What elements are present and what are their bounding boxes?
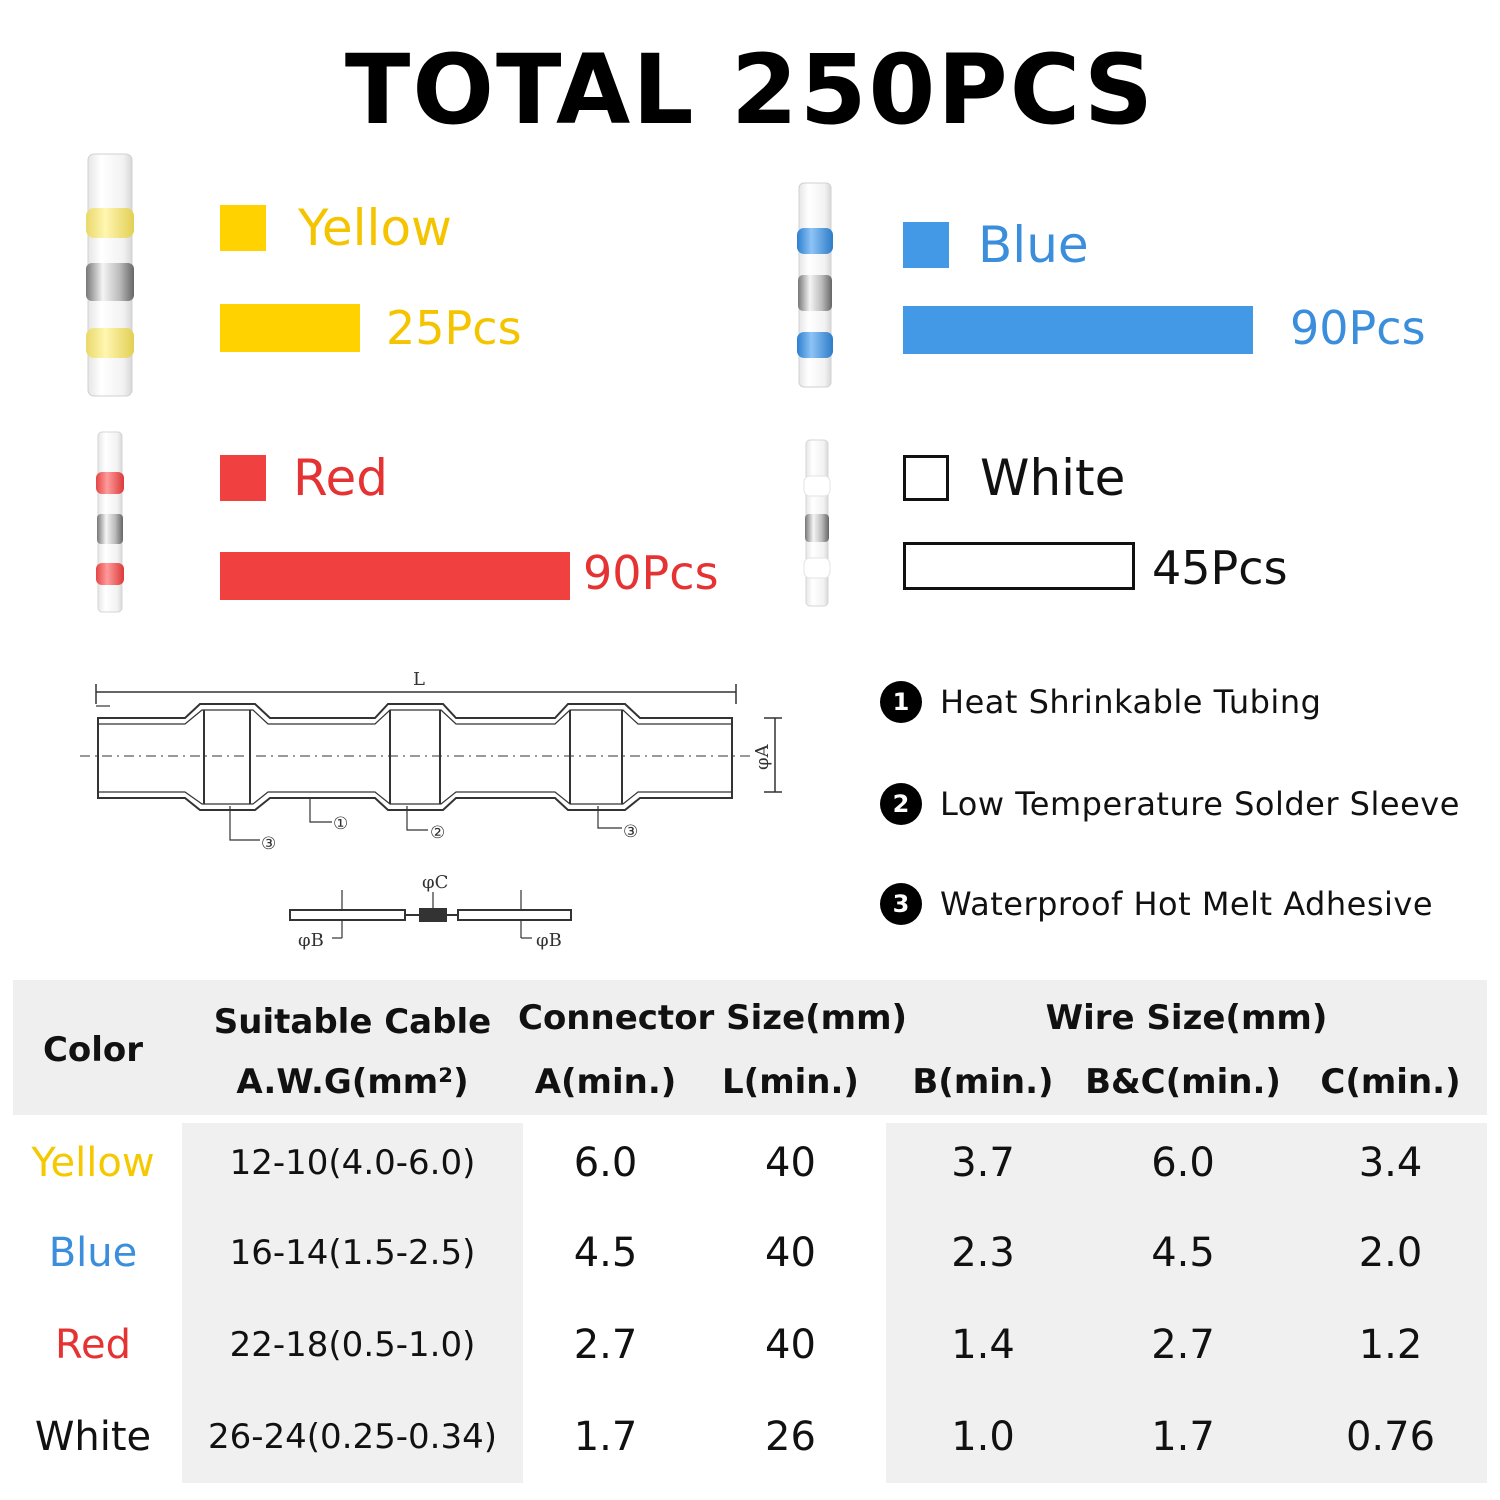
- row-yellow-l: 40: [765, 1140, 816, 1186]
- dimension-l-label: L: [413, 669, 425, 690]
- legend-item-heat-shrinkable-tubing: 1 Heat Shrinkable Tubing: [880, 680, 1321, 724]
- row-white-a: 1.7: [573, 1414, 638, 1460]
- row-red-cable: 22-18(0.5-1.0): [229, 1325, 476, 1365]
- dimension-b-left-label: φB: [298, 930, 324, 951]
- yellow-connector-image: [86, 153, 134, 397]
- row-blue-b: 2.3: [951, 1230, 1015, 1276]
- legend-text: Waterproof Hot Melt Adhesive: [940, 885, 1434, 923]
- white-count: 45Pcs: [1152, 541, 1288, 595]
- red-swatch: [220, 455, 266, 501]
- red-count: 90Pcs: [583, 546, 719, 600]
- legend-text: Heat Shrinkable Tubing: [940, 683, 1322, 721]
- yellow-swatch: [220, 205, 266, 251]
- row-blue-color: Blue: [48, 1230, 138, 1276]
- header-wire-size: Wire Size(mm): [1045, 998, 1328, 1038]
- red-connector-image: [96, 431, 124, 613]
- legend-item-hot-melt-adhesive: 3 Waterproof Hot Melt Adhesive: [880, 882, 1433, 926]
- legend-item-solder-sleeve: 2 Low Temperature Solder Sleeve: [880, 782, 1460, 826]
- row-red-b: 1.4: [951, 1322, 1015, 1368]
- white-label: White: [980, 449, 1126, 507]
- header-b-min: B(min.): [912, 1062, 1054, 1102]
- yellow-label: Yellow: [298, 199, 452, 257]
- row-white-color: White: [34, 1414, 152, 1460]
- white-swatch: [903, 455, 949, 501]
- connector-technical-drawing: L φA φC φB φB ③ ① ② ③: [80, 669, 782, 951]
- dimension-a-label: φA: [752, 743, 773, 770]
- row-yellow-a: 6.0: [573, 1140, 638, 1186]
- header-connector-size: Connector Size(mm): [518, 998, 908, 1038]
- row-white-b: 1.0: [951, 1414, 1015, 1460]
- dimension-b-right-label: φB: [536, 930, 562, 951]
- yellow-count-bar: [220, 304, 360, 352]
- row-white-bc: 1.7: [1151, 1414, 1215, 1460]
- callout-3-right: ③: [623, 822, 638, 842]
- row-blue-cable: 16-14(1.5-2.5): [229, 1233, 476, 1273]
- legend-text: Low Temperature Solder Sleeve: [940, 785, 1460, 823]
- header-l-min: L(min.): [722, 1062, 859, 1102]
- red-count-bar: [220, 552, 570, 600]
- row-white-cable: 26-24(0.25-0.34): [208, 1417, 497, 1457]
- legend-number-badge: 2: [880, 783, 922, 825]
- row-white-l: 26: [765, 1414, 816, 1460]
- row-blue-a: 4.5: [573, 1230, 638, 1276]
- header-bc-min: B&C(min.): [1085, 1062, 1281, 1102]
- wire-size-column-shade: [886, 1123, 1487, 1483]
- blue-count-bar: [903, 306, 1253, 354]
- white-connector-image: [803, 439, 831, 607]
- cable-column-shade: [182, 1123, 523, 1483]
- yellow-count: 25Pcs: [386, 301, 522, 355]
- header-awg: A.W.G(mm²): [236, 1062, 469, 1102]
- row-yellow-b: 3.7: [951, 1140, 1015, 1186]
- red-label: Red: [293, 449, 388, 507]
- header-suitable-cable: Suitable Cable: [213, 1002, 492, 1042]
- row-red-bc: 2.7: [1151, 1322, 1215, 1368]
- spec-table: Color Suitable Cable A.W.G(mm²) Connecto…: [13, 980, 1487, 1485]
- legend-number-badge: 1: [880, 681, 922, 723]
- row-red-c: 1.2: [1358, 1322, 1423, 1368]
- row-blue-l: 40: [765, 1230, 816, 1276]
- blue-label: Blue: [978, 216, 1089, 274]
- row-yellow-bc: 6.0: [1151, 1140, 1215, 1186]
- callout-3-left: ③: [261, 834, 276, 854]
- header-a-min: A(min.): [534, 1062, 677, 1102]
- callout-1: ①: [333, 814, 348, 834]
- dimension-c-label: φC: [422, 872, 448, 893]
- row-blue-bc: 4.5: [1151, 1230, 1215, 1276]
- row-yellow-c: 3.4: [1358, 1140, 1423, 1186]
- row-yellow-cable: 12-10(4.0-6.0): [229, 1143, 476, 1183]
- row-white-c: 0.76: [1345, 1414, 1436, 1460]
- white-count-bar: [903, 542, 1135, 590]
- blue-count: 90Pcs: [1290, 301, 1426, 355]
- row-red-a: 2.7: [573, 1322, 638, 1368]
- callout-2: ②: [430, 823, 445, 843]
- legend-number-badge: 3: [880, 883, 922, 925]
- page-title: TOTAL 250PCS: [344, 34, 1156, 146]
- table-header-background: [13, 980, 1487, 1115]
- header-color: Color: [42, 1030, 144, 1070]
- blue-connector-image: [797, 182, 833, 388]
- row-red-color: Red: [55, 1322, 131, 1368]
- header-c-min: C(min.): [1320, 1062, 1461, 1102]
- row-red-l: 40: [765, 1322, 816, 1368]
- blue-swatch: [903, 222, 949, 268]
- row-yellow-color: Yellow: [31, 1140, 155, 1186]
- row-blue-c: 2.0: [1358, 1230, 1423, 1276]
